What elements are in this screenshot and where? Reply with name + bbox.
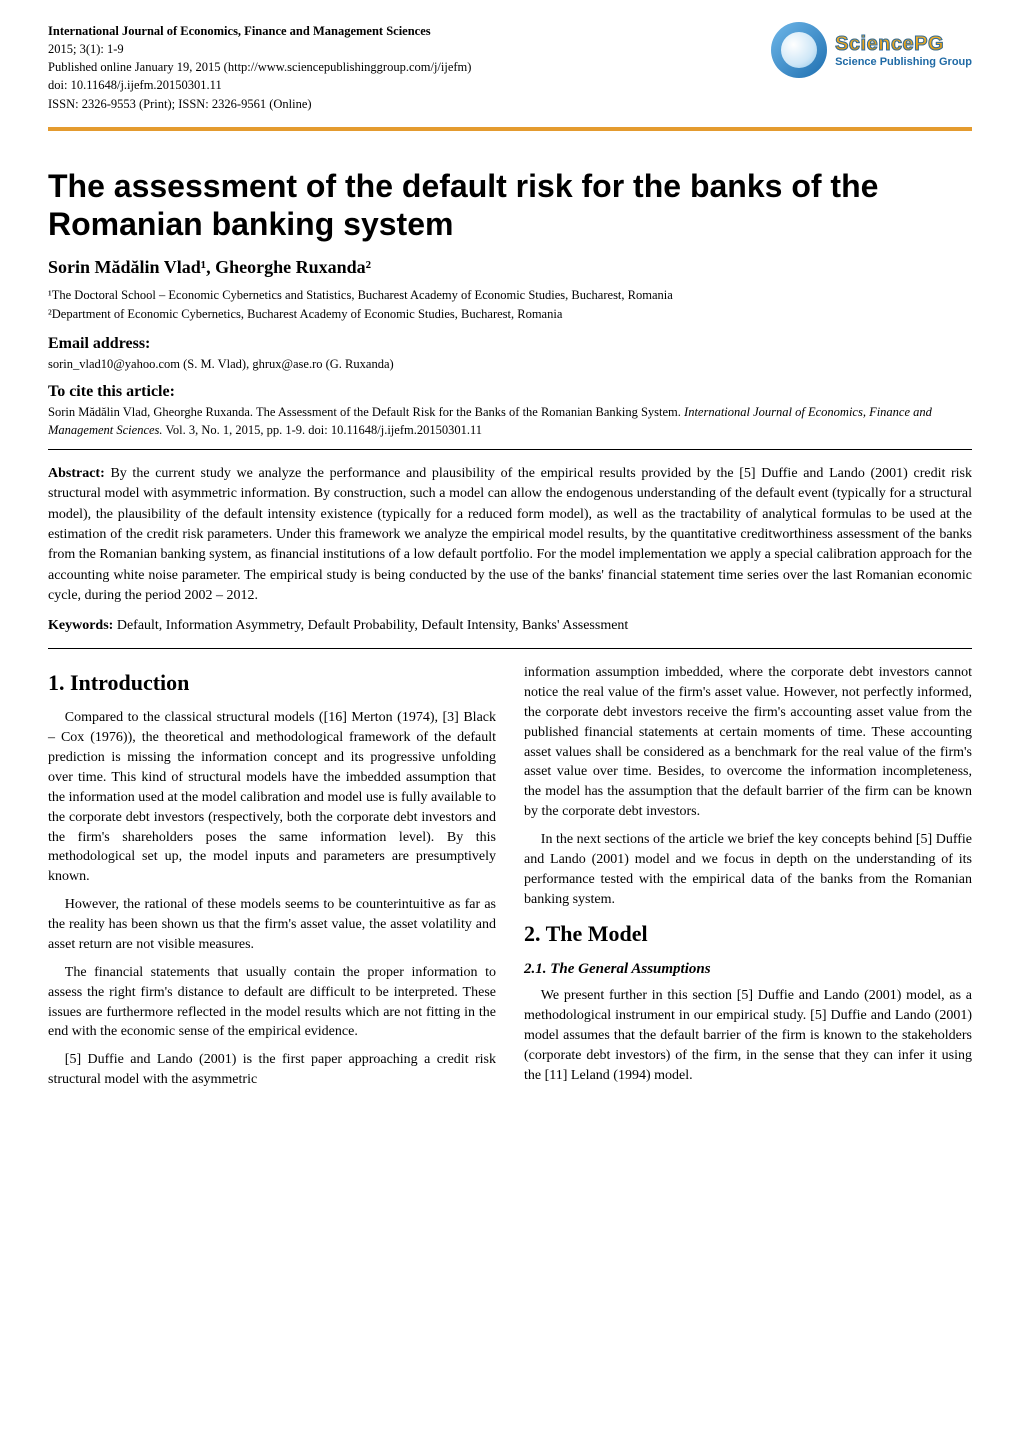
logo-wordmark: SciencePG xyxy=(835,33,972,56)
s1-para-4: [5] Duffie and Lando (2001) is the first… xyxy=(48,1050,496,1090)
s1-para-3: The financial statements that usually co… xyxy=(48,963,496,1043)
s1-para-2: However, the rational of these models se… xyxy=(48,895,496,955)
s1-para-6: In the next sections of the article we b… xyxy=(524,830,972,910)
publisher-logo: SciencePG Science Publishing Group xyxy=(771,22,972,78)
rule-above-abstract xyxy=(48,449,972,450)
affiliation-1: ¹The Doctoral School – Economic Cybernet… xyxy=(48,286,972,304)
keywords-block: Keywords: Default, Information Asymmetry… xyxy=(48,618,972,634)
authors-line: Sorin Mădălin Vlad¹, Gheorghe Ruxanda² xyxy=(48,257,972,278)
keywords-lead: Keywords: xyxy=(48,618,113,633)
journal-name: International Journal of Economics, Fina… xyxy=(48,22,471,40)
cite-text-2: Vol. 3, No. 1, 2015, pp. 1-9. doi: 10.11… xyxy=(165,423,482,437)
rule-below-keywords xyxy=(48,648,972,649)
section-2-1-heading: 2.1. The General Assumptions xyxy=(524,959,972,980)
cite-heading: To cite this article: xyxy=(48,383,972,401)
email-heading: Email address: xyxy=(48,335,972,353)
page-content: The assessment of the default risk for t… xyxy=(0,131,1020,1146)
logo-badge-inner-icon xyxy=(781,32,817,68)
s2-para-1: We present further in this section [5] D… xyxy=(524,986,972,1085)
affiliations: ¹The Doctoral School – Economic Cybernet… xyxy=(48,286,972,322)
abstract-text: By the current study we analyze the perf… xyxy=(48,466,972,603)
pub-line: Published online January 19, 2015 (http:… xyxy=(48,58,471,76)
keywords-text: Default, Information Asymmetry, Default … xyxy=(117,618,629,633)
issn-line: ISSN: 2326-9553 (Print); ISSN: 2326-9561… xyxy=(48,95,471,113)
section-1-heading: 1. Introduction xyxy=(48,667,496,698)
logo-badge-icon xyxy=(771,22,827,78)
s1-para-5: information assumption imbedded, where t… xyxy=(524,663,972,822)
affiliation-2: ²Department of Economic Cybernetics, Buc… xyxy=(48,305,972,323)
logo-subtitle: Science Publishing Group xyxy=(835,56,972,68)
article-title: The assessment of the default risk for t… xyxy=(48,167,972,244)
cite-text-1: Sorin Mădălin Vlad, Gheorghe Ruxanda. Th… xyxy=(48,405,681,419)
logo-text-block: SciencePG Science Publishing Group xyxy=(835,33,972,68)
doi-line: doi: 10.11648/j.ijefm.20150301.11 xyxy=(48,76,471,94)
abstract-block: Abstract: By the current study we analyz… xyxy=(48,464,972,606)
page-header: International Journal of Economics, Fina… xyxy=(0,0,1020,113)
s1-para-1: Compared to the classical structural mod… xyxy=(48,708,496,887)
email-line: sorin_vlad10@yahoo.com (S. M. Vlad), ghr… xyxy=(48,355,972,373)
issue-line: 2015; 3(1): 1-9 xyxy=(48,40,471,58)
body-columns: 1. Introduction Compared to the classica… xyxy=(48,663,972,1098)
section-2-heading: 2. The Model xyxy=(524,918,972,949)
cite-block: Sorin Mădălin Vlad, Gheorghe Ruxanda. Th… xyxy=(48,403,972,439)
abstract-lead: Abstract: xyxy=(48,466,105,481)
journal-meta: International Journal of Economics, Fina… xyxy=(48,22,471,113)
